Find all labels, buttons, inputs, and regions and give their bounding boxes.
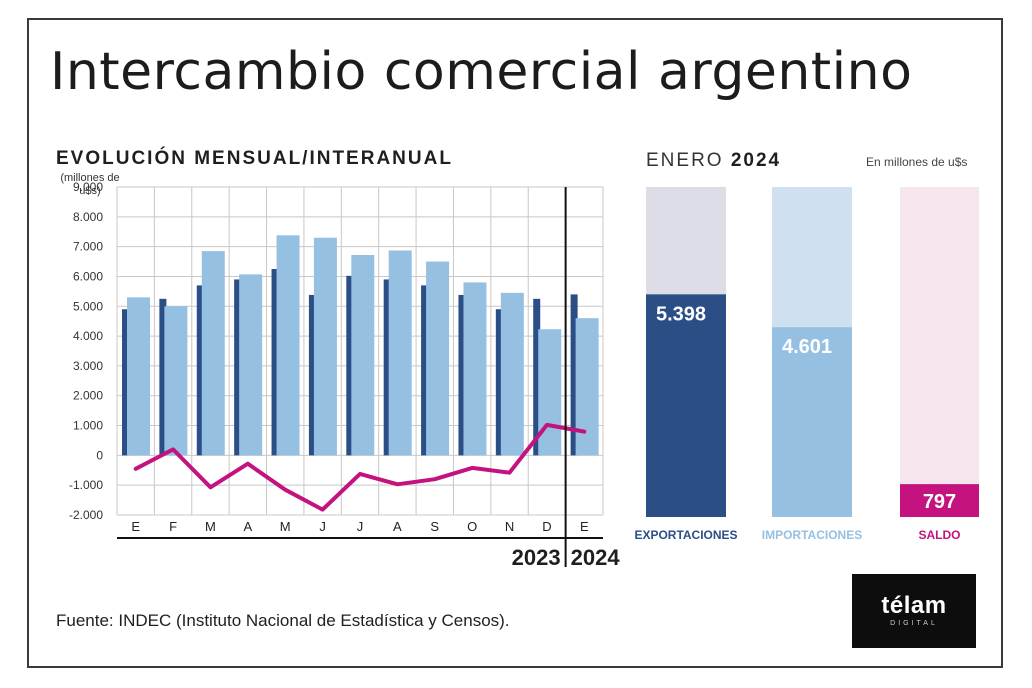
y-tick-label: 3.000 [73,359,103,373]
import-bar [426,261,450,456]
import-bar [351,254,375,456]
export-bar [271,269,279,456]
page-title: Intercambio comercial argentino [50,42,913,102]
left-chart-bars [122,235,599,456]
y-tick-label: -1.000 [69,478,103,492]
y-tick-label: 5.000 [73,299,103,313]
export-bar [308,294,316,456]
saldo-category-label: SALDO [919,528,961,542]
import-bar [239,274,263,456]
month-label: E [131,519,140,534]
year-label-2024: 2024 [571,545,621,570]
logo-subtitle: DIGITAL [890,620,938,627]
source-note: Fuente: INDEC (Instituto Nacional de Est… [56,611,510,630]
import-bar [201,251,225,456]
y-tick-label: 8.000 [73,210,103,224]
import-bar [388,250,412,456]
y-tick-label: 9.000 [73,180,103,194]
importaciones-category-label: IMPORTACIONES [762,528,862,542]
month-label: D [542,519,551,534]
telam-logo: télam DIGITAL [852,574,976,648]
left-chart-unit-label: (millones de u$s) [60,172,120,197]
month-label: A [244,519,253,534]
exportaciones-category-label: EXPORTACIONES [634,528,737,542]
y-tick-label: 2.000 [73,389,103,403]
month-label: F [169,519,177,534]
import-bar [164,306,188,456]
period-year: 2024 [730,150,782,171]
import-bar [538,329,562,456]
importaciones-bar [772,327,852,517]
import-bar [463,282,487,456]
y-tick-label: 1.000 [73,419,103,433]
import-bar [575,318,599,456]
saldo-value-label: 797 [923,491,956,513]
y-tick-label: 4.000 [73,329,103,343]
month-label: S [430,519,439,534]
import-bar [500,292,524,456]
y-tick-label: 6.000 [73,269,103,283]
export-bar [159,298,167,456]
export-bar [196,285,204,456]
y-tick-label: 0 [96,448,103,462]
export-bar [234,279,242,456]
right-chart: 5.398 EXPORTACIONES 4.601 IMPORTACIONES 797 S… [634,187,979,542]
export-bar [533,298,541,456]
month-label: E [580,519,589,534]
left-chart-subtitle: EVOLUCIÓN MENSUAL/INTERANUAL [56,148,453,169]
right-chart-period: ENERO 2024 [646,150,781,172]
month-label: M [280,519,291,534]
import-bar [127,297,150,456]
saldo-bar-background [900,187,979,517]
import-bar [313,237,337,456]
left-chart-balance-line [133,422,587,512]
y-tick-label: 7.000 [73,240,103,254]
y-tick-label: -2.000 [69,508,103,522]
export-bar [383,279,391,456]
balance-series-line [133,422,587,512]
export-bar [570,294,578,456]
export-bar [421,285,429,456]
right-chart-unit-label: En millones de u$s [866,155,968,169]
exportaciones-bar [646,294,726,517]
saldo-bar [900,484,979,517]
export-bar [122,309,129,456]
import-bar [276,235,300,456]
month-label: J [319,519,326,534]
year-label-2023: 2023 [512,545,561,570]
exportaciones-value-label: 5.398 [656,303,706,325]
left-chart-axis: E F M A M J J A S O N D E 2023 2024 [117,187,620,570]
month-label: J [357,519,364,534]
importaciones-value-label: 4.601 [782,336,832,358]
period-prefix: ENERO [646,150,724,171]
month-label: N [505,519,514,534]
export-bar [495,309,503,456]
month-label: O [467,519,477,534]
export-bar [346,275,354,456]
month-label: M [205,519,216,534]
logo-wordmark: télam [881,592,947,619]
month-label: A [393,519,402,534]
export-bar [458,294,466,456]
